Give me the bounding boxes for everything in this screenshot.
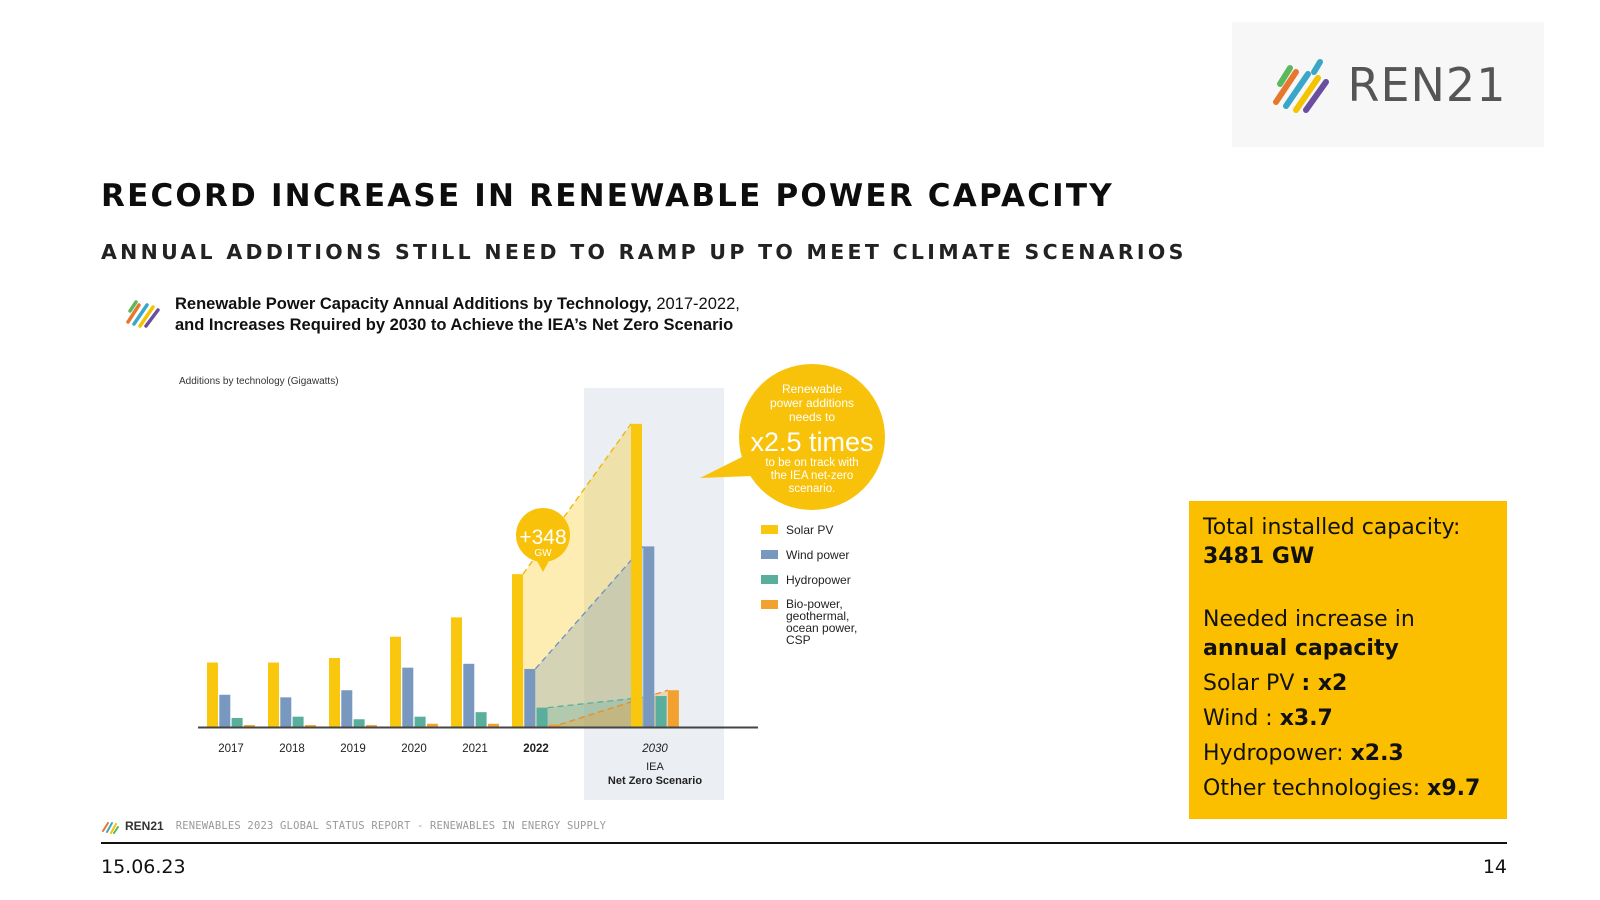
bar-wind-2018 — [280, 697, 292, 727]
info-row-label: Hydropower: — [1203, 741, 1351, 766]
x25-callout-text: needs to — [789, 410, 835, 424]
x-tick-note: IEA — [646, 761, 664, 773]
ren21-stripes-icon — [1272, 58, 1329, 113]
footer-brand: REN21 — [125, 819, 164, 833]
legend-swatch — [761, 575, 778, 584]
bar-bio-power-2019 — [365, 725, 377, 727]
report-name: RENEWABLES 2023 GLOBAL STATUS REPORT - R… — [175, 820, 607, 832]
x25-callout-text: Renewable — [782, 382, 842, 396]
gw-callout-value: +348 — [519, 526, 566, 549]
figure-heading: Renewable Power Capacity Annual Addition… — [125, 294, 740, 336]
info-row-solar: Solar PV : x2 — [1203, 669, 1493, 698]
page-number: 14 — [1482, 856, 1507, 878]
bar-wind-2020 — [402, 667, 414, 727]
slide-title: RECORD INCREASE IN RENEWABLE POWER CAPAC… — [101, 178, 1114, 214]
bar-wind-2021 — [463, 663, 475, 727]
legend-label: Solar PV — [786, 523, 833, 537]
x-tick-label: 2019 — [340, 743, 366, 755]
bar-bio-power-2017 — [243, 725, 255, 727]
info-row-hydro: Hydropower: x2.3 — [1203, 739, 1493, 768]
info-row-value: : x2 — [1301, 671, 1348, 696]
x-tick-label: 2018 — [279, 743, 305, 755]
info-row-value: x9.7 — [1427, 776, 1481, 801]
figure-heading-text: Renewable Power Capacity Annual Addition… — [175, 294, 740, 336]
bar-wind-2022 — [524, 668, 536, 727]
projection-area-0 — [523, 423, 631, 727]
x25-callout-bubble — [739, 364, 885, 510]
gw-callout-unit: GW — [534, 548, 552, 559]
legend-swatch — [761, 600, 778, 609]
info-row-wind: Wind : x3.7 — [1203, 704, 1493, 733]
x25-callout-text: the IEA net-zero — [771, 470, 853, 482]
x-tick-note: Net Zero Scenario — [608, 775, 702, 787]
bar-solar-2022 — [512, 574, 523, 727]
legend-label: Hydropower — [786, 573, 851, 587]
bar-hydropower-2021 — [475, 712, 487, 727]
bar-bio-power-2020 — [426, 723, 438, 727]
x25-callout-big: x2.5 times — [750, 427, 873, 457]
bar-hydropower-2019 — [353, 719, 365, 727]
y-axis-label: Additions by technology (Gigawatts) — [179, 376, 339, 387]
bar-solar-2017 — [207, 662, 218, 727]
legend-swatch — [761, 525, 778, 534]
legend-swatch — [761, 550, 778, 559]
projection-area-1 — [535, 546, 644, 727]
x25-callout-text: to be on track with — [765, 457, 858, 469]
bar-wind-2019 — [341, 690, 353, 727]
x-tick-label: 2021 — [462, 743, 488, 755]
x-tick-label: 2020 — [401, 743, 427, 755]
total-capacity-label: Total installed capacity: — [1203, 515, 1461, 540]
ren21-logo: REN21 — [1232, 22, 1544, 147]
figure-heading-bold: Renewable Power Capacity Annual Addition… — [175, 295, 652, 313]
bar-bio-power-2022 — [548, 724, 560, 727]
report-source: REN21 RENEWABLES 2023 GLOBAL STATUS REPO… — [101, 818, 606, 834]
bar-bio-power-2018 — [304, 725, 316, 727]
gw-callout-bubble — [516, 508, 570, 562]
info-row-value: x2.3 — [1350, 741, 1404, 766]
projection-line-1 — [534, 545, 644, 670]
bar-solar-2021 — [451, 617, 462, 727]
bar-wind-2017 — [219, 694, 231, 727]
bar-hydropower-2017 — [231, 717, 243, 727]
bar-hydropower-2022 — [536, 707, 548, 727]
footer-divider — [101, 842, 1507, 844]
ren21-stripes-icon — [126, 300, 160, 328]
bar-bio-power-2030 — [667, 690, 679, 727]
bar-solar-2030 — [631, 423, 642, 727]
ren21-stripes-icon — [102, 822, 119, 834]
x25-callout-text: power additions — [770, 396, 854, 410]
x25-callout-pointer — [700, 448, 760, 478]
legend-label: Wind power — [786, 548, 849, 562]
x-tick-label: 2030 — [641, 743, 668, 755]
logo-text: REN21 — [1347, 57, 1507, 112]
info-row-label: Solar PV — [1203, 671, 1302, 696]
capacity-chart: Additions by technology (Gigawatts) 2017 2… — [179, 364, 885, 800]
bar-hydropower-2018 — [292, 716, 304, 727]
slide-date: 15.06.23 — [101, 856, 186, 878]
bar-hydropower-2020 — [414, 716, 426, 727]
info-box: Total installed capacity: 3481 GW Needed… — [1189, 501, 1507, 819]
bar-wind-2030 — [643, 546, 655, 727]
x-tick-label: 2017 — [218, 743, 244, 755]
info-row-label: Wind : — [1203, 706, 1280, 731]
bar-hydropower-2030 — [655, 696, 667, 727]
info-row-other: Other technologies: x9.7 — [1203, 774, 1493, 803]
slide-subtitle: ANNUAL ADDITIONS STILL NEED TO RAMP UP T… — [101, 240, 1187, 264]
bar-solar-2019 — [329, 657, 340, 727]
info-row-value: x3.7 — [1279, 706, 1333, 731]
legend-label: Bio-power, geothermal, ocean power, CSP — [786, 597, 857, 647]
gw-callout-pointer — [536, 559, 550, 572]
info-row-label: Other technologies: — [1203, 776, 1428, 801]
figure-heading-bold-2: and Increases Required by 2030 to Achiev… — [175, 316, 734, 334]
bar-solar-2020 — [390, 636, 401, 727]
x25-callout-text: scenario. — [789, 483, 836, 495]
bar-bio-power-2021 — [487, 723, 499, 727]
x-tick-label: 2022 — [523, 743, 549, 755]
needed-increase-label: Needed increase in — [1203, 607, 1415, 632]
figure-heading-years: 2017-2022, — [651, 295, 740, 313]
total-capacity-value: 3481 GW — [1203, 544, 1315, 569]
annual-capacity-label: annual capacity — [1203, 636, 1399, 661]
bar-solar-2018 — [268, 662, 279, 727]
